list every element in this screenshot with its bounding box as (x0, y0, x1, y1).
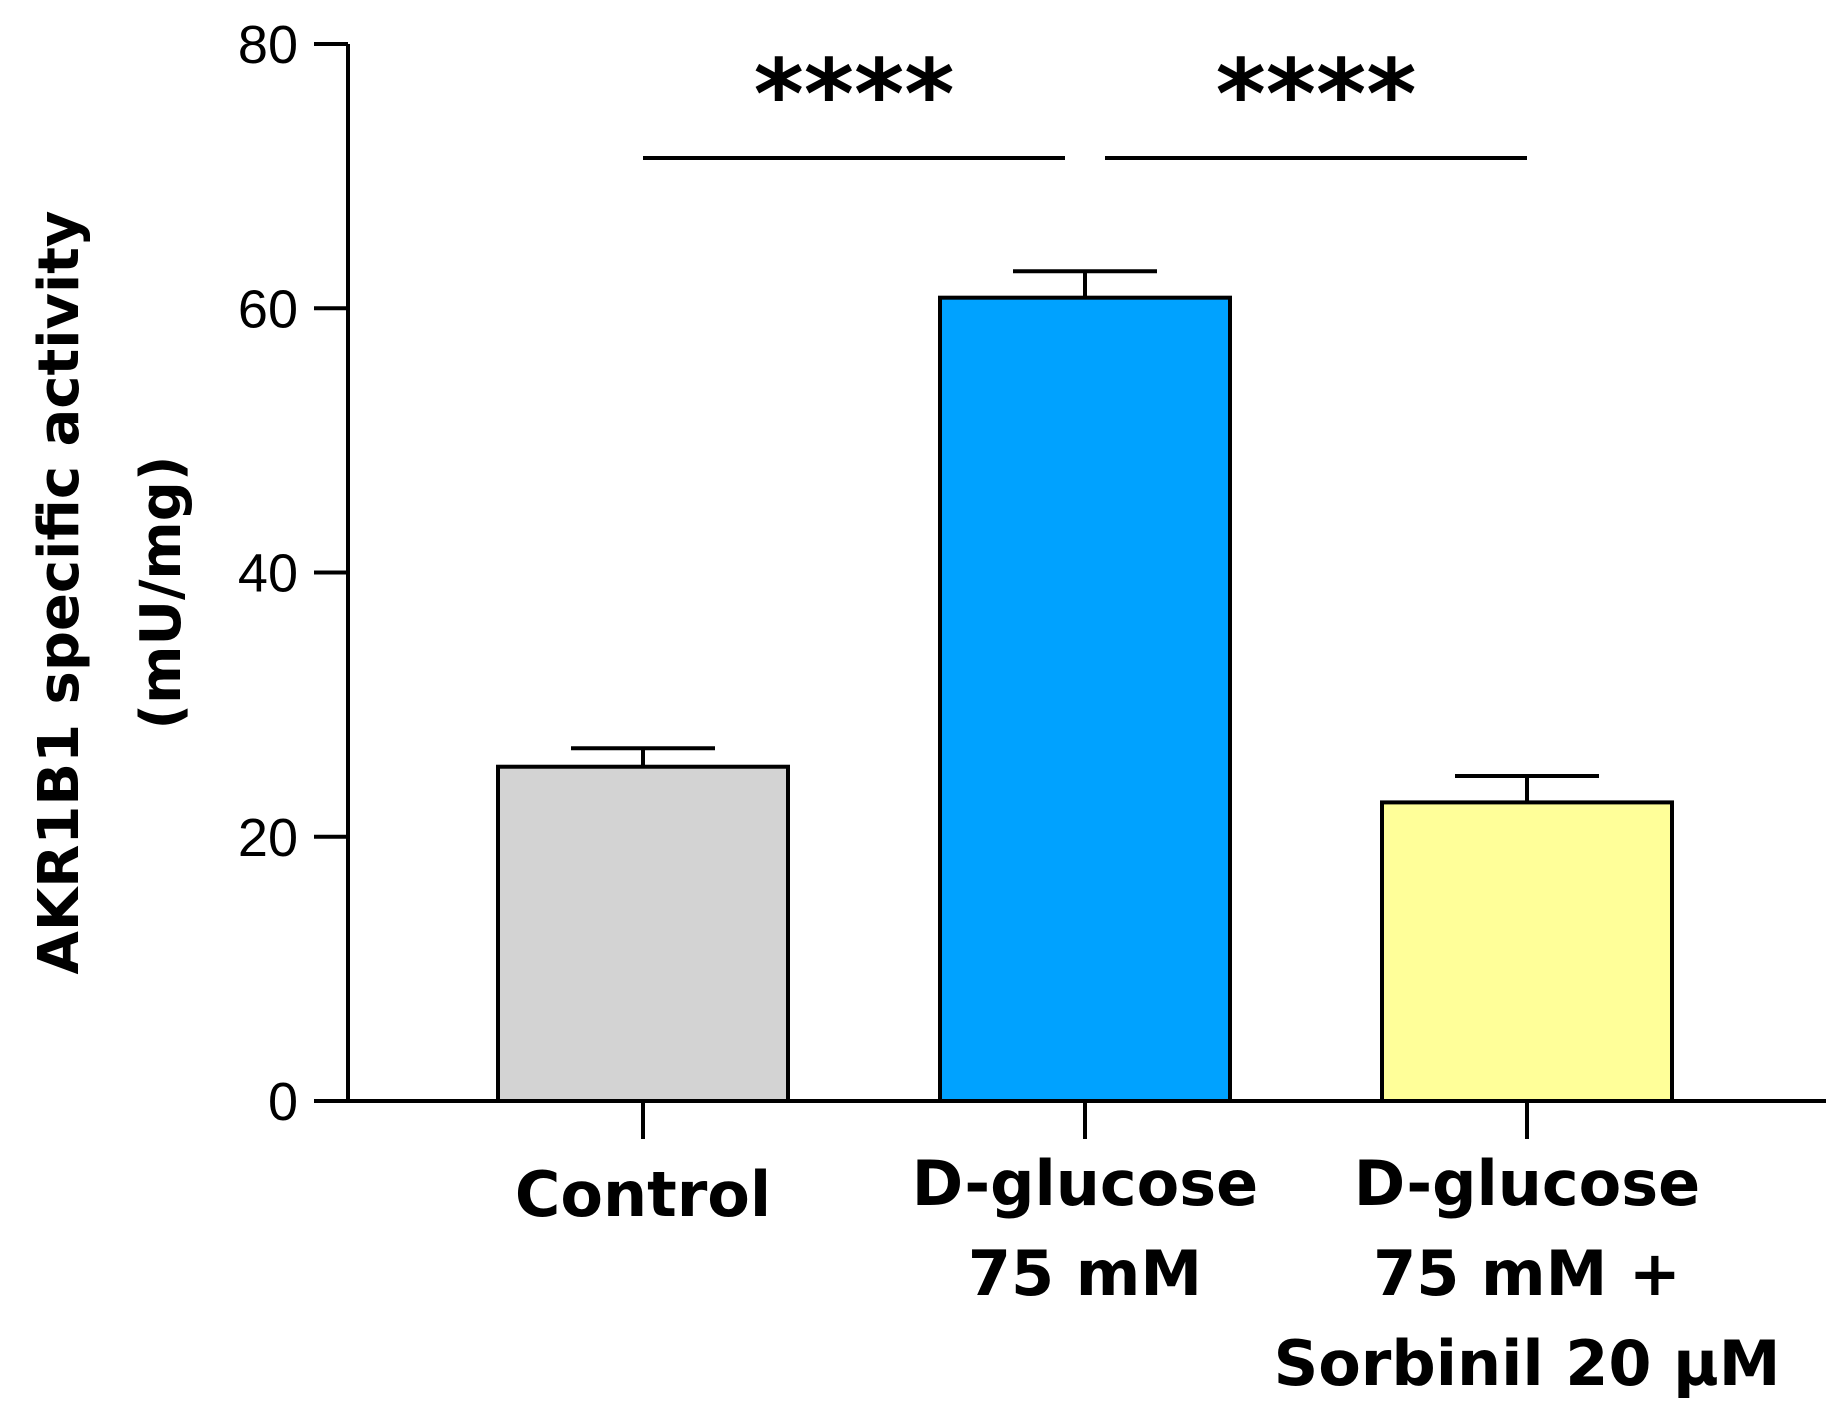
bar (938, 295, 1232, 1103)
bar (1380, 800, 1674, 1104)
category-label: D-glucose (912, 1147, 1258, 1220)
y-tick-label: 0 (268, 1072, 298, 1132)
y-axis-title: AKR1B1 specific activity (mU/mg) (27, 211, 194, 975)
y-tick-label: 40 (238, 544, 298, 604)
y-tick-label: 80 (238, 15, 298, 75)
category-label: Control (515, 1158, 771, 1231)
y-tick-label: 60 (238, 279, 298, 339)
error-bars (571, 269, 1599, 1139)
bars (496, 295, 1674, 1104)
bar (496, 764, 790, 1103)
y-axis-title-line: (mU/mg) (129, 456, 194, 730)
y-axis-title-line: AKR1B1 specific activity (27, 211, 92, 975)
category-label: 75 mM + (1373, 1237, 1681, 1310)
significance-annotations: **** **** (643, 39, 1527, 160)
category-label: 75 mM (968, 1237, 1202, 1310)
category-label: D-glucose (1354, 1147, 1700, 1220)
significance-label: **** (1216, 39, 1417, 151)
category-label: Sorbinil 20 µM (1274, 1327, 1781, 1400)
x-axis-labels: Control D-glucose 75 mM D-glucose 75 mM + Sor… (515, 1147, 1781, 1400)
y-tick-label: 20 (238, 808, 298, 868)
significance-label: **** (754, 39, 955, 151)
